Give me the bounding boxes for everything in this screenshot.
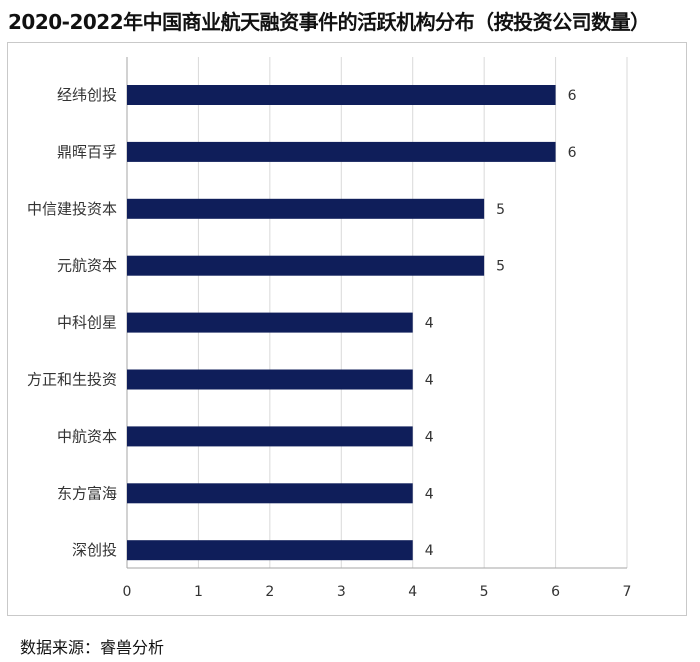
data-label: 5 bbox=[496, 202, 505, 218]
x-tick-label: 0 bbox=[123, 584, 132, 600]
category-label: 深创投 bbox=[72, 541, 117, 559]
category-label: 鼎晖百孚 bbox=[57, 143, 117, 161]
x-tick-label: 6 bbox=[551, 584, 560, 600]
data-label: 4 bbox=[425, 429, 434, 445]
data-label: 5 bbox=[496, 259, 505, 275]
bar bbox=[127, 369, 413, 390]
category-label: 元航资本 bbox=[57, 257, 117, 275]
bar bbox=[127, 540, 413, 561]
source-note: 数据来源：睿兽分析 bbox=[20, 638, 165, 657]
category-label: 中信建投资本 bbox=[27, 200, 117, 218]
data-label: 4 bbox=[425, 373, 434, 389]
chart-title: 2020-2022年中国商业航天融资事件的活跃机构分布（按投资公司数量） bbox=[8, 10, 650, 34]
bar bbox=[127, 255, 485, 276]
bar-chart: 0 1 2 3 4 5 6 7 经纬创投 6 鼎晖百孚 6 中信建投资本 5 元航资本 5 中科创星 4 方正和生投… bbox=[27, 57, 632, 600]
data-label: 4 bbox=[425, 486, 434, 502]
category-label: 方正和生投资 bbox=[27, 371, 117, 389]
data-label: 4 bbox=[425, 543, 434, 559]
bar bbox=[127, 198, 485, 219]
bar bbox=[127, 141, 556, 162]
x-tick-label: 1 bbox=[194, 584, 203, 600]
data-label: 6 bbox=[568, 145, 577, 161]
bar bbox=[127, 426, 413, 447]
bar bbox=[127, 85, 556, 105]
x-tick-label: 4 bbox=[408, 584, 417, 600]
category-label: 中航资本 bbox=[57, 427, 117, 445]
chart-frame: 0 1 2 3 4 5 6 7 经纬创投 6 鼎晖百孚 6 中信建投资本 5 元航资本 5 中科创星 4 方正和生投… bbox=[7, 42, 687, 616]
category-label: 经纬创投 bbox=[57, 86, 117, 104]
data-label: 6 bbox=[568, 88, 577, 104]
bar bbox=[127, 483, 413, 504]
category-label: 中科创星 bbox=[57, 314, 117, 332]
category-label: 东方富海 bbox=[57, 484, 117, 502]
x-tick-label: 5 bbox=[480, 584, 489, 600]
data-label: 4 bbox=[425, 316, 434, 332]
x-tick-label: 3 bbox=[337, 584, 346, 600]
bar bbox=[127, 312, 413, 333]
x-tick-label: 2 bbox=[265, 584, 274, 600]
x-tick-label: 7 bbox=[623, 584, 632, 600]
